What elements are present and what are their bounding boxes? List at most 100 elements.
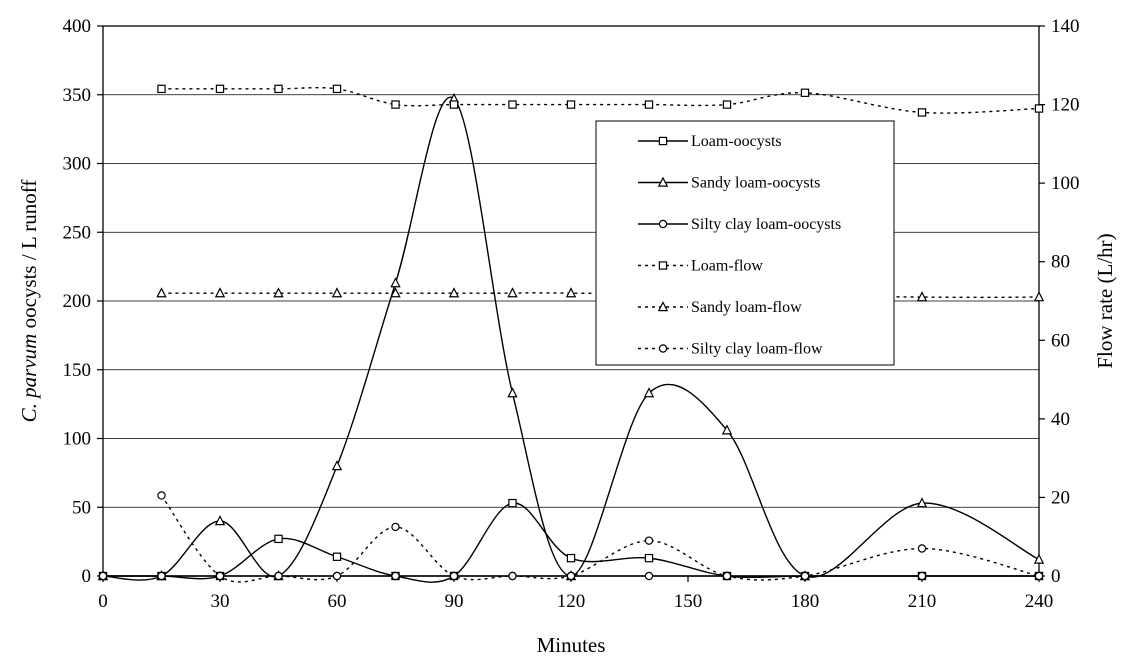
y-tick-label: 0	[82, 566, 92, 587]
data-point	[332, 552, 342, 561]
y-axis-title-italic: C. parvum	[17, 334, 41, 423]
y-tick-label: 400	[63, 16, 92, 37]
y2-tick-label: 0	[1051, 566, 1061, 587]
data-point	[566, 571, 576, 581]
axis-ticks: 0501001502002503003504000204060801001201…	[63, 16, 1080, 612]
legend-marker	[658, 344, 668, 353]
y-axis-title-rest: oocysts / L runoff	[17, 180, 41, 334]
legend-marker	[658, 261, 668, 270]
x-tick-label: 180	[791, 591, 820, 612]
series-sandy-loam-flow	[156, 287, 1045, 302]
legend-marker	[658, 136, 668, 146]
data-point	[917, 571, 927, 581]
x-tick-label: 0	[98, 591, 108, 612]
y2-tick-label: 60	[1051, 330, 1070, 351]
data-point	[644, 100, 654, 109]
series-loam-flow	[157, 84, 1044, 117]
legend-label: Loam-flow	[691, 258, 763, 275]
y-tick-label: 200	[63, 291, 92, 312]
gridlines	[103, 94, 1039, 508]
y-tick-label: 50	[72, 497, 91, 518]
data-point	[331, 460, 343, 471]
legend-marker	[657, 301, 669, 312]
data-point	[800, 88, 810, 97]
data-point	[1033, 553, 1045, 564]
data-point	[1033, 291, 1045, 302]
data-point	[917, 544, 927, 553]
y-tick-label: 350	[63, 85, 92, 106]
data-point	[332, 571, 342, 581]
y2-tick-label: 120	[1051, 95, 1080, 116]
data-point	[391, 571, 400, 581]
data-point	[800, 571, 810, 581]
series-line	[161, 87, 1040, 114]
data-point	[916, 497, 928, 508]
y2-tick-label: 80	[1051, 252, 1070, 273]
data-point	[722, 571, 732, 581]
data-point	[508, 498, 517, 508]
data-point	[157, 491, 166, 500]
y2-axis-title: Flow rate (L/hr)	[1093, 233, 1117, 368]
y-tick-label: 250	[63, 222, 92, 243]
data-point	[916, 291, 928, 302]
legend-label: Sandy loam-oocysts	[691, 175, 820, 192]
series-layer	[97, 84, 1045, 583]
data-point	[98, 571, 108, 581]
data-point	[449, 100, 459, 109]
data-point	[722, 100, 732, 109]
data-point	[274, 571, 283, 581]
y2-tick-label: 20	[1051, 487, 1070, 508]
data-point	[274, 84, 283, 94]
data-point	[1034, 571, 1044, 581]
legend-label: Silty clay loam-flow	[691, 341, 823, 358]
y2-tick-label: 40	[1051, 409, 1070, 430]
y2-tick-label: 140	[1051, 16, 1080, 37]
data-point	[507, 387, 518, 398]
y-tick-label: 150	[63, 360, 92, 381]
x-tick-label: 240	[1025, 591, 1054, 612]
data-point	[157, 84, 166, 94]
x-tick-label: 150	[674, 591, 703, 612]
legend-box	[595, 120, 895, 366]
x-axis-title: Minutes	[537, 633, 606, 657]
x-tick-label: 30	[211, 591, 230, 612]
data-point	[644, 536, 654, 545]
legend-label: Sandy loam-flow	[691, 299, 802, 316]
data-point	[332, 84, 342, 94]
data-point	[566, 553, 576, 563]
y2-tick-label: 100	[1051, 173, 1080, 194]
data-point	[643, 387, 655, 398]
legend-marker	[658, 219, 668, 229]
data-point	[917, 108, 927, 117]
data-point	[391, 522, 400, 532]
data-point	[215, 84, 225, 94]
x-tick-label: 90	[445, 591, 464, 612]
data-point	[508, 100, 517, 109]
data-point	[644, 571, 654, 581]
data-point	[721, 424, 733, 435]
series-line	[161, 292, 1040, 299]
data-point	[331, 287, 343, 298]
data-point	[508, 571, 517, 581]
data-point	[215, 571, 225, 581]
data-point	[390, 277, 401, 288]
y-tick-label: 300	[63, 154, 92, 175]
x-tick-label: 60	[328, 591, 347, 612]
data-point	[273, 287, 284, 298]
legend-label: Silty clay loam-oocysts	[691, 216, 841, 233]
y-axis-title: C. parvum oocysts / L runoff	[17, 180, 41, 423]
legend-marker	[657, 176, 669, 187]
x-tick-label: 210	[908, 591, 937, 612]
series-silty-clay-loam-flow	[157, 491, 1044, 583]
data-point	[644, 553, 654, 563]
data-point	[156, 287, 167, 298]
data-point	[448, 287, 460, 298]
data-point	[157, 571, 166, 581]
data-point	[214, 515, 226, 526]
data-point	[1034, 104, 1044, 113]
data-point	[566, 100, 576, 109]
legend: Loam-oocysts Sandy loam-oocysts Silty clay…	[595, 120, 895, 366]
y-tick-label: 100	[63, 429, 92, 450]
